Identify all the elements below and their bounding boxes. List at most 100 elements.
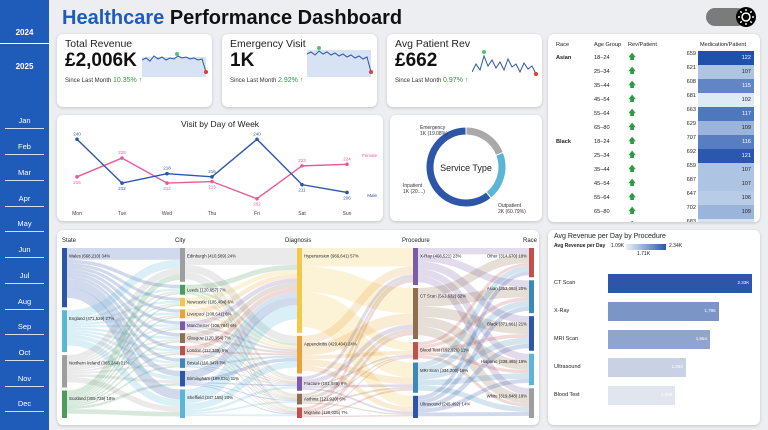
table-row[interactable]: 25–34 🡅 621 107 (554, 65, 754, 79)
sankey-link (66, 316, 181, 401)
month-jan-button[interactable]: Jan (5, 116, 44, 129)
sankey-node (297, 393, 302, 405)
cell-race (554, 107, 592, 121)
data-label: 212 (118, 186, 126, 191)
data-label: 240 (73, 131, 81, 136)
theme-toggle[interactable] (706, 6, 756, 28)
sankey-link (184, 293, 298, 411)
kpi-value: £662 (395, 50, 438, 71)
sankey-link (184, 289, 298, 346)
cell-rev: 🡅 659 (628, 51, 696, 61)
year-2024-button[interactable]: 2024 (0, 28, 49, 44)
table-row[interactable]: 45–54 🡅 681 102 (554, 93, 754, 107)
sparkline (142, 52, 208, 77)
month-oct-button[interactable]: Oct (5, 348, 44, 361)
sankey-node (297, 248, 302, 333)
service-type-donut: Service Type Emergency 1K (19.08%) Inpati… (403, 125, 526, 215)
bar-ultrasound[interactable]: 1,264 (608, 358, 686, 377)
table-row[interactable]: 65–80 🡅 702 109 (554, 205, 754, 219)
legend-female: Female (362, 153, 378, 158)
demographic-table: Race Age Group Rev/Patient Medication/Pa… (554, 38, 754, 222)
col-header-med-patient[interactable]: Medication/Patient (700, 41, 747, 48)
procedure-revenue-card: Avg Revenue per Day by Procedure Avg Rev… (548, 230, 760, 425)
cell-med: 106 (698, 191, 754, 205)
sankey-link (184, 400, 298, 415)
month-mar-button[interactable]: Mar (5, 168, 44, 181)
sankey-node (413, 248, 418, 285)
data-point (165, 181, 169, 185)
cell-rev: 🡅 681 (628, 93, 696, 103)
sankey-stage-header: City (175, 238, 185, 244)
sankey-link (417, 269, 530, 361)
sankey-link (184, 354, 298, 413)
cell-age: 35–44 (594, 167, 610, 173)
table-row[interactable]: Black 18–24 🡅 707 116 (554, 135, 754, 149)
up-arrow-icon: 🡅 (628, 192, 637, 201)
sankey-node-label: White (319,848) 18% (487, 394, 528, 399)
sparkline (472, 50, 538, 76)
sankey-node (62, 248, 67, 308)
table-row[interactable]: 55–64 🡅 663 117 (554, 107, 754, 121)
visit-by-day-card: Visit by Day of Week 216 228 212 213 202 223 2… (57, 115, 383, 221)
sankey-link (184, 341, 298, 399)
bar-mri-scan[interactable]: 1,654 (608, 330, 710, 349)
sankey-link (184, 352, 298, 385)
sankey-link (66, 351, 181, 373)
sankey-link (184, 278, 298, 326)
month-feb-button[interactable]: Feb (5, 142, 44, 155)
month-sep-button[interactable]: Sep (5, 322, 44, 335)
sankey-link (184, 297, 298, 379)
sankey-node-label: Fracture (161,588) 9% (304, 381, 347, 386)
sankey-node (180, 297, 185, 307)
cell-age: 35–44 (594, 83, 610, 89)
bar-chart-title: Avg Revenue per Day by Procedure (554, 233, 666, 240)
bar-x-ray[interactable]: 1,795 (608, 302, 719, 321)
bar-blood-test[interactable]: 1,090 (608, 386, 676, 405)
table-row[interactable]: Hispanic18–24🡅683103 (554, 219, 754, 222)
sankey-link (66, 292, 181, 398)
month-dec-button[interactable]: Dec (5, 399, 44, 412)
sankey-link (417, 263, 530, 346)
col-header-age-group[interactable]: Age Group (594, 41, 622, 48)
col-header-race[interactable]: Race (556, 41, 570, 48)
gradient-legend-title: Avg Revenue per Day (554, 243, 606, 249)
year-2025-button[interactable]: 2025 (15, 62, 34, 71)
month-apr-button[interactable]: Apr (5, 194, 44, 207)
table-row[interactable]: 25–34 🡅 692 121 (554, 149, 754, 163)
table-row[interactable]: 35–44 🡅 659 107 (554, 163, 754, 177)
month-aug-button[interactable]: Aug (5, 297, 44, 310)
sankey-node (180, 248, 185, 282)
sankey-link (66, 312, 181, 326)
table-row[interactable]: 45–54 🡅 687 107 (554, 177, 754, 191)
sankey-link (184, 383, 298, 401)
sankey-node (180, 389, 185, 418)
sankey-link (301, 300, 414, 378)
sankey-link (66, 376, 181, 412)
sankey-link (301, 313, 414, 356)
col-header-rev-patient[interactable]: Rev/Patient (628, 41, 657, 48)
up-arrow-icon: 🡅 (628, 136, 637, 145)
sankey-link (66, 328, 181, 402)
table-row[interactable]: 35–44 🡅 608 115 (554, 79, 754, 93)
sankey-link (301, 315, 414, 407)
sankey-link (301, 291, 414, 351)
data-point (300, 164, 304, 168)
month-may-button[interactable]: May (5, 219, 44, 232)
month-nov-button[interactable]: Nov (5, 374, 44, 387)
sankey-link (184, 305, 298, 411)
table-row[interactable]: Asian 18–24 🡅 659 122 (554, 51, 754, 65)
sankey-link (66, 409, 181, 417)
sankey-link (184, 328, 298, 399)
sankey-node-label: Appendicitis (429,404) 24% (304, 341, 357, 346)
x-tick-label: Mon (72, 211, 82, 217)
table-row[interactable]: 65–80 🡅 629 109 (554, 121, 754, 135)
month-jun-button[interactable]: Jun (5, 245, 44, 258)
data-label: 211 (298, 188, 306, 193)
up-arrow-icon: 🡅 (628, 122, 637, 131)
sankey-node (180, 284, 185, 295)
bar-ct-scan[interactable]: 2.33K (608, 274, 753, 293)
sankey-link (301, 357, 414, 415)
table-row[interactable]: 55–64 🡅 647 106 (554, 191, 754, 205)
sankey-link (417, 271, 530, 400)
month-jul-button[interactable]: Jul (5, 271, 44, 284)
